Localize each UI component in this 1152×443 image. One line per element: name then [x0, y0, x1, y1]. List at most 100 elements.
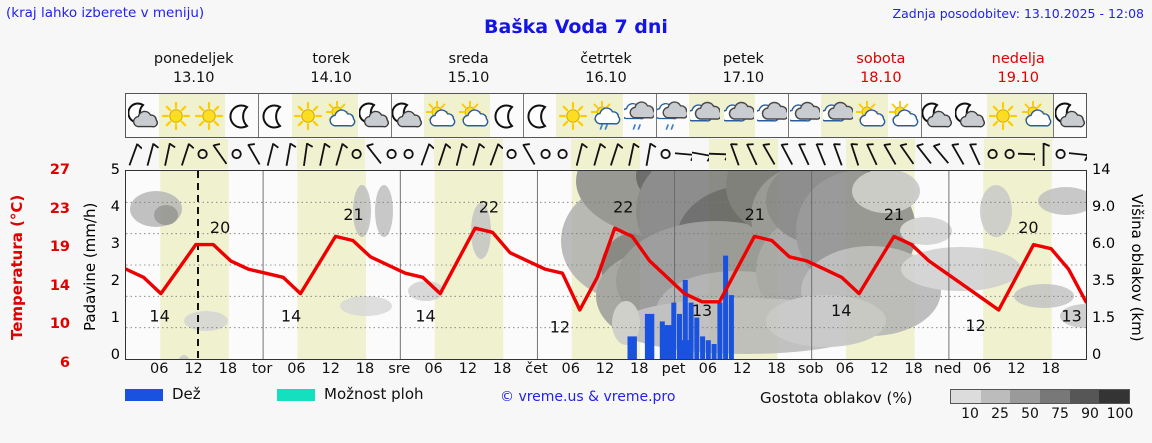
- day-separator: [258, 94, 260, 137]
- wind-barb: [348, 139, 366, 169]
- axis-tick: 5: [110, 162, 120, 178]
- wind-barb: [1052, 139, 1069, 169]
- weather-icon-cloud: [688, 94, 722, 137]
- cloud-density-tick: 10: [961, 406, 979, 422]
- axis-tick: 3.5: [1092, 273, 1116, 289]
- day-header-sreda: sreda 15.10: [400, 50, 537, 92]
- time-tick: 18: [630, 361, 649, 377]
- wind-barb: [726, 139, 744, 169]
- axis-tick: 4: [110, 199, 120, 215]
- wind-barb: [1069, 139, 1087, 169]
- cloud-height-axis-ticks: 14 9.0 6.0 3.5 1.5 0: [1090, 160, 1126, 370]
- chart-legend: Dež Možnost ploh © vreme.us & vreme.pro …: [125, 385, 1145, 427]
- showers-legend-label: Možnost ploh: [324, 385, 424, 403]
- weather-icon-sun-cloud: [1019, 94, 1054, 137]
- day-header-petek: petek 17.10: [675, 50, 812, 92]
- time-tick: 18: [767, 361, 786, 377]
- weather-icon-cloud-rain: [623, 94, 656, 137]
- page-title: Baška Voda 7 dni: [484, 16, 668, 38]
- weather-icon-moon: [490, 94, 523, 137]
- wind-barb: [622, 139, 641, 169]
- copyright-link[interactable]: © vreme.us & vreme.pro: [500, 389, 676, 405]
- day-name: petek: [722, 51, 764, 67]
- wind-barb: [245, 139, 262, 169]
- day-header-torek: torek 14.10: [262, 50, 399, 92]
- cloud-density-swatch: [1040, 390, 1070, 403]
- temperature-axis-label: Temperatura (°C): [8, 194, 26, 341]
- wind-barb: [434, 139, 452, 169]
- wind-barb: [365, 139, 383, 169]
- svg-text:21: 21: [884, 205, 904, 224]
- wind-barb: [210, 139, 229, 169]
- showers-legend-swatch: [277, 389, 315, 401]
- day-header-nedelja: nedelja 19.10: [950, 50, 1087, 92]
- wind-barb: [743, 139, 761, 169]
- cloud-density-tick: 75: [1051, 406, 1069, 422]
- wind-barb: [159, 139, 177, 169]
- wind-barb: [795, 139, 812, 169]
- axis-tick: 27: [49, 162, 70, 178]
- temperature-axis-ticks: 27 23 19 14 10 6: [30, 160, 72, 371]
- weather-icon-cloud: [821, 94, 855, 137]
- day-name: četrtek: [580, 51, 632, 67]
- svg-text:14: 14: [281, 306, 301, 325]
- time-tick: 12: [1007, 361, 1026, 377]
- time-tick: 18: [492, 361, 512, 377]
- wind-barb: [691, 139, 709, 169]
- day-name: sobota: [856, 51, 906, 67]
- svg-text:22: 22: [479, 197, 499, 216]
- wind-barb: [966, 139, 983, 169]
- wind-barb: [897, 139, 915, 169]
- wind-barb: [280, 139, 297, 169]
- wind-barb: [983, 139, 1001, 169]
- svg-text:13: 13: [1061, 306, 1081, 325]
- weather-icon-moon: [258, 94, 291, 137]
- wind-barb: [537, 139, 554, 169]
- location-menu-note: (kraj lahko izberete v meniju): [6, 5, 205, 21]
- weather-icon-cloud: [721, 94, 756, 137]
- weather-icon-sun: [291, 94, 325, 137]
- day-name: ponedeljek: [153, 51, 234, 67]
- weather-icon-sun: [192, 94, 226, 137]
- day-date: 19.10: [997, 70, 1039, 86]
- wind-barb: [262, 139, 280, 169]
- weather-icon-moon-cloud: [358, 94, 391, 137]
- axis-tick: 10: [49, 316, 70, 333]
- wind-barb: [812, 139, 829, 169]
- axis-tick: 23: [49, 200, 70, 217]
- day-header-ponedeljek: ponedeljek 13.10: [125, 50, 262, 92]
- time-tick: 06: [287, 361, 306, 377]
- wind-barb: [485, 139, 503, 169]
- time-tick: 12: [321, 361, 340, 377]
- time-tick: 06: [424, 361, 443, 377]
- wind-barb: [400, 139, 417, 169]
- day-header-četrtek: četrtek 16.10: [537, 50, 674, 92]
- cloud-density-swatch: [980, 390, 1011, 403]
- wind-barb: [228, 139, 245, 169]
- wind-barb: [657, 139, 674, 169]
- day-separator: [788, 94, 790, 137]
- time-tick: 12: [458, 361, 478, 377]
- rain-legend-swatch: [125, 389, 163, 401]
- wind-barb: [829, 139, 846, 169]
- weather-icon-moon: [225, 94, 258, 137]
- weather-icon-sun-cloud: [854, 94, 888, 137]
- svg-text:22: 22: [613, 197, 633, 216]
- weather-icon-sun-cloud: [423, 94, 458, 137]
- weather-icon-moon-cloud: [954, 94, 987, 137]
- svg-text:20: 20: [1018, 218, 1038, 237]
- cloud-density-tick: 90: [1081, 406, 1099, 422]
- day-name: nedelja: [991, 51, 1045, 67]
- weather-icon-moon: [523, 94, 556, 137]
- day-separator: [523, 94, 525, 137]
- precipitation-axis-ticks: 5 4 3 2 1 0: [100, 160, 122, 370]
- axis-tick: 6.0: [1092, 236, 1116, 252]
- day-date: 14.10: [310, 70, 352, 86]
- wind-barb-strip: [125, 139, 1087, 169]
- axis-tick: 6: [59, 355, 70, 371]
- weather-plot[interactable]: 14 20 14 21 14 22 12 22 13 21 14 21 12 20 13: [125, 170, 1087, 360]
- wind-barb: [142, 139, 160, 169]
- weather-icon-moon-cloud: [390, 94, 424, 137]
- axis-tick: 2: [110, 273, 120, 289]
- day-date: 13.10: [172, 70, 215, 86]
